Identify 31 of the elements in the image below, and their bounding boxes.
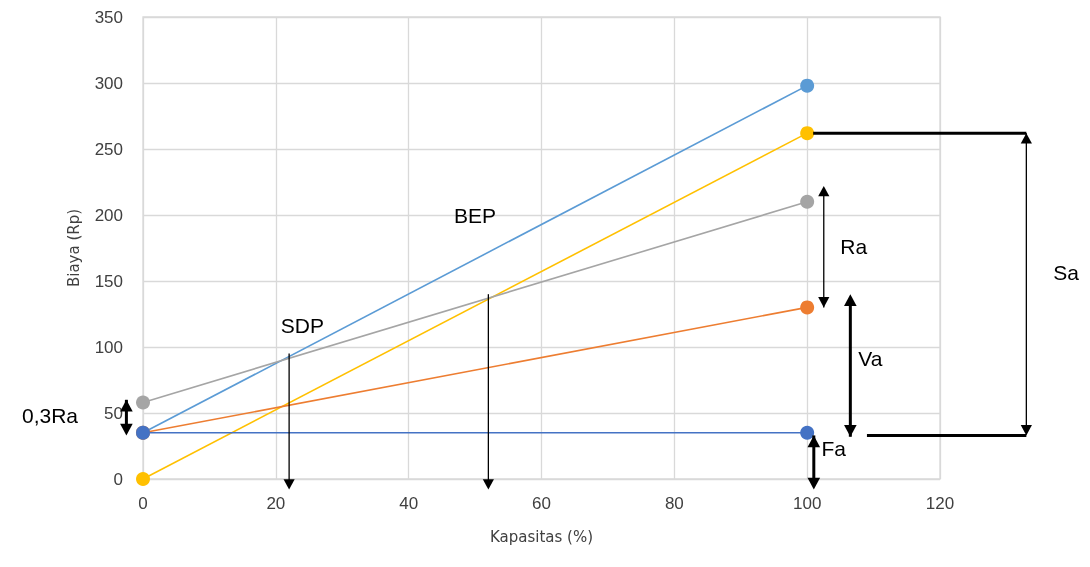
x-tick-label: 120 xyxy=(925,494,955,513)
point xyxy=(800,194,815,209)
annotation: BEP xyxy=(454,204,497,228)
point xyxy=(136,395,150,410)
y-tick-label: 300 xyxy=(94,73,123,93)
x-tick-label: 100 xyxy=(792,494,822,513)
y-tick-label: 200 xyxy=(94,205,123,225)
y-tick-label: 0 xyxy=(113,469,123,489)
y-tick-label: 350 xyxy=(94,7,123,27)
point xyxy=(800,78,815,93)
x-tick-label: 40 xyxy=(399,494,419,513)
x-axis-title: Kapasitas (%) xyxy=(489,527,594,546)
y-axis-title: Biaya (Rp) xyxy=(64,208,83,288)
x-tick-label: 20 xyxy=(266,494,286,513)
point xyxy=(800,425,815,440)
text: 0,3Ra xyxy=(21,403,79,427)
point xyxy=(136,472,150,486)
text: Sa xyxy=(1053,260,1080,284)
point xyxy=(800,300,815,315)
x-tick-label: 80 xyxy=(664,494,684,513)
annotation: Va xyxy=(858,346,883,370)
annotation: Fa xyxy=(821,436,847,460)
y-tick-label: 50 xyxy=(104,403,123,423)
annotation: Ra xyxy=(840,234,868,258)
y-tick-label: 150 xyxy=(94,271,123,291)
annotation: SDP xyxy=(280,313,324,337)
y-tick-label: 250 xyxy=(94,139,123,159)
point xyxy=(800,126,815,141)
x-tick-label: 0 xyxy=(138,494,148,513)
y-tick-label: 100 xyxy=(94,337,123,357)
x-tick-label: 60 xyxy=(532,494,551,513)
